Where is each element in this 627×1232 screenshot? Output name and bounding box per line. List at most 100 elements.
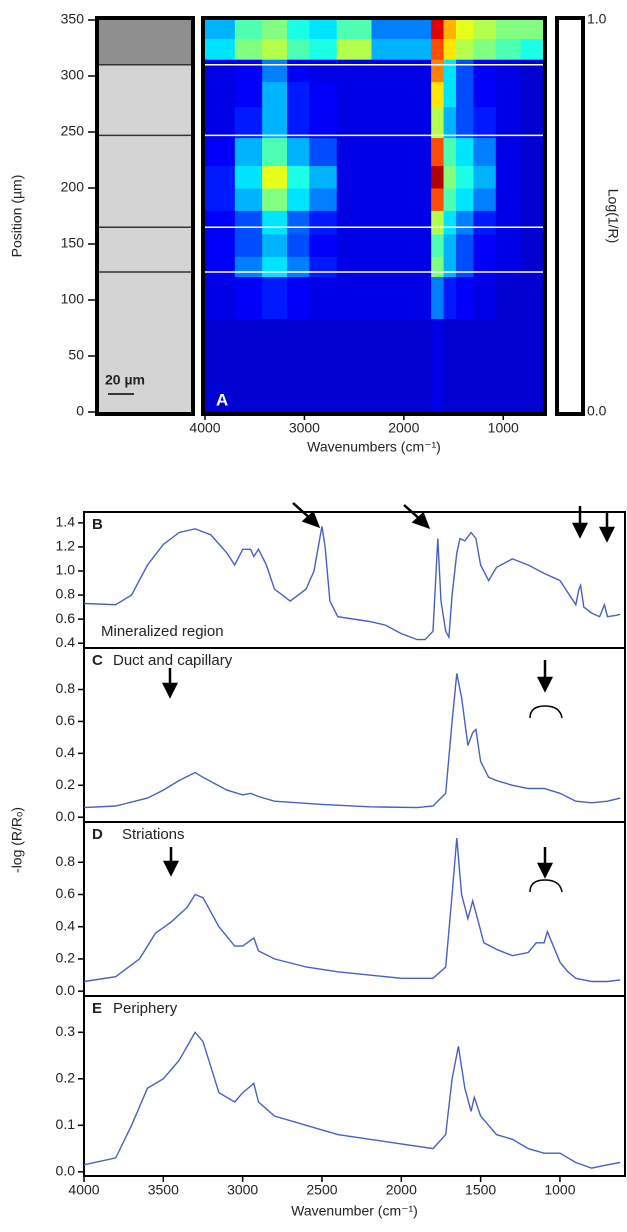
x-tick-label: 2000 [388, 420, 419, 436]
heatmap-cell [520, 38, 544, 60]
heatmap-cell [431, 106, 445, 139]
heatmap-cell [371, 188, 407, 211]
heatmap-cell [406, 318, 432, 413]
y-tick-label: 0.2 [56, 1069, 76, 1085]
bracket [529, 879, 563, 893]
heatmap-cell [309, 210, 338, 235]
heatmap-cell [443, 20, 457, 39]
arrow-head [536, 676, 554, 693]
heatmap-cell [431, 59, 445, 83]
heatmap-cell [234, 188, 263, 211]
x-tick-label: 3500 [148, 1182, 179, 1198]
heatmap-cell [495, 137, 522, 167]
micrograph-band [97, 20, 193, 65]
heatmap-cell [473, 38, 497, 60]
bracket [529, 705, 563, 719]
y-tick-label: 150 [61, 235, 85, 251]
heatmap-cell [309, 38, 338, 60]
y-axis-title: -log (R/Rₒ) [9, 807, 25, 873]
heatmap-cell [456, 20, 474, 39]
spectrum-line [83, 1031, 621, 1169]
heatmap-cell [262, 165, 288, 189]
heatmap-cell [520, 276, 544, 319]
y-axis-title: Position (µm) [9, 175, 25, 258]
heatmap-cell [456, 137, 474, 167]
heatmap-cell [473, 81, 497, 108]
heatmap-cell [456, 38, 474, 60]
y-tick-label: 0.8 [56, 586, 76, 602]
y-tick-label: 0.6 [56, 885, 76, 901]
heatmap-cell [205, 81, 236, 108]
y-tick-label: 0.3 [56, 1023, 76, 1039]
heatmap-cell [205, 256, 236, 277]
heatmap-cell [205, 106, 236, 139]
heatmap-cell [443, 38, 457, 60]
heatmap-cell [287, 106, 310, 139]
heatmap-cell [495, 106, 522, 139]
heatmap-cell [234, 233, 263, 257]
heatmap-cell [336, 188, 373, 211]
heatmap-cell [287, 59, 310, 83]
heatmap-cell [371, 318, 407, 413]
heatmap-cell [406, 256, 432, 277]
heatmap-cell [262, 106, 288, 139]
y-tick-label: 0.4 [56, 634, 76, 650]
heatmap-cell [262, 210, 288, 235]
heatmap-cell [234, 81, 263, 108]
heatmap-cell [371, 38, 407, 60]
arrow-head [598, 526, 616, 543]
heatmap-cell [520, 318, 544, 413]
heatmap-cell [473, 20, 497, 39]
heatmap-cell [520, 106, 544, 139]
y-tick-label: 0.8 [56, 853, 76, 869]
y-tick-label: 0.2 [56, 776, 76, 792]
colorbar [555, 16, 585, 416]
heatmap-cell [234, 165, 263, 189]
heatmap-cell [336, 106, 373, 139]
heatmap-cell [520, 81, 544, 108]
heatmap-cell [234, 276, 263, 319]
y-tick-label: 0.6 [56, 712, 76, 728]
panel-label: B [92, 516, 103, 533]
x-tick-label: 1000 [488, 420, 519, 436]
heatmap-cell [495, 188, 522, 211]
heatmap-cell [309, 81, 338, 108]
arrow-head [536, 862, 554, 879]
heatmap-cell [406, 137, 432, 167]
heatmap-cell [205, 137, 236, 167]
heatmap-cell [406, 233, 432, 257]
heatmap-cell [262, 318, 288, 413]
heatmap-cell [287, 38, 310, 60]
heatmap-cell [495, 20, 522, 39]
heatmap-cell [205, 59, 236, 83]
panel-label: A [216, 390, 228, 409]
heatmap-cell [456, 188, 474, 211]
colorbar-tick-label: 0.0 [587, 403, 607, 419]
heatmap-cell [406, 165, 432, 189]
heatmap-cell [262, 233, 288, 257]
heatmap-cell [443, 137, 457, 167]
heatmap-cell [456, 210, 474, 235]
heatmap-cell [234, 106, 263, 139]
heatmap-cell [443, 59, 457, 83]
heatmap-cell [431, 20, 445, 39]
panel-label: C [92, 652, 103, 669]
heatmap-cell [431, 256, 445, 277]
heatmap-cell [456, 106, 474, 139]
heatmap-cell [371, 233, 407, 257]
heatmap-cell [371, 106, 407, 139]
heatmap-cell [262, 256, 288, 277]
heatmap-cell [309, 137, 338, 167]
heatmap-cell [287, 188, 310, 211]
heatmap-cell [495, 233, 522, 257]
heatmap-cell [495, 81, 522, 108]
heatmap-cell [309, 106, 338, 139]
x-tick-label: 3000 [227, 1182, 258, 1198]
heatmap-cell [431, 81, 445, 108]
heatmap-cell [495, 318, 522, 413]
heatmap-cell [473, 165, 497, 189]
x-tick-label: 4000 [189, 420, 220, 436]
arrow-head [571, 522, 589, 539]
heatmap-cell [234, 38, 263, 60]
heatmap-cell [473, 276, 497, 319]
